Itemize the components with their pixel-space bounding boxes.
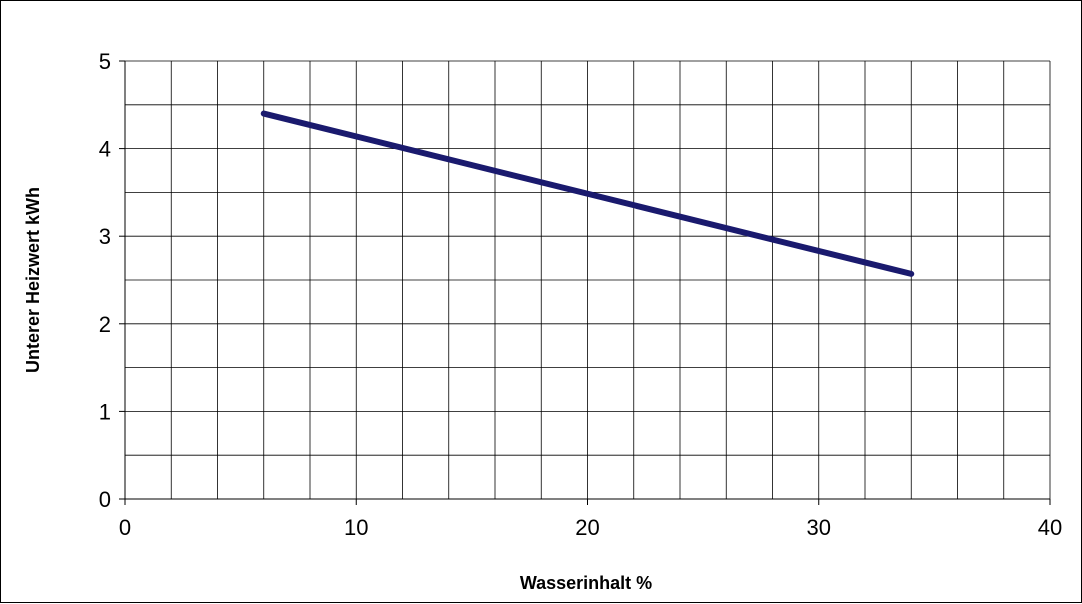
y-tick-label: 1 [99,399,111,424]
x-tick-label: 10 [344,515,368,540]
axes [119,60,1051,505]
y-tick-label: 3 [99,224,111,249]
x-axis-title: Wasserinhalt % [520,573,652,593]
series-line [260,110,915,277]
grid [125,60,1051,499]
series [260,110,915,277]
y-tick-label: 4 [99,137,111,162]
y-axis-title: Unterer Heizwert kWh [23,187,43,373]
y-tick-label: 0 [99,487,111,512]
y-tick-label: 2 [99,312,111,337]
y-tick-label: 5 [99,49,111,74]
x-tick-label: 30 [807,515,831,540]
x-tick-label: 0 [119,515,131,540]
tick-labels: 0 1 2 3 4 5 0 10 20 30 40 [99,49,1062,540]
x-tick-label: 40 [1038,515,1062,540]
x-tick-label: 20 [575,515,599,540]
